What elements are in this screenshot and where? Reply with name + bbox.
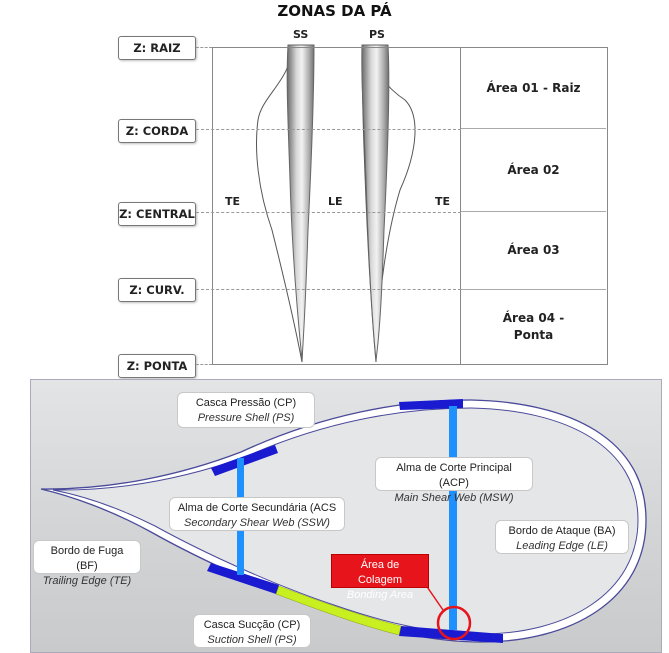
- area-01-cell: Área 01 - Raiz: [461, 48, 606, 129]
- secondary-shear-web-subtitle: Secondary Shear Web (SSW): [184, 517, 330, 529]
- bonding-area-title: Área de Colagem: [357, 559, 403, 586]
- zone-corda-line: [196, 129, 461, 130]
- leading-edge-callout: Bordo de Ataque (BA) Leading Edge (LE): [495, 520, 629, 554]
- bonding-area-circle: [436, 605, 472, 641]
- bonding-area-subtitle: Bonding Area: [346, 589, 414, 601]
- upper-aft-spar-cap: [211, 445, 278, 476]
- area-02-label: Área 02: [507, 162, 560, 177]
- area-04-label-line2: Ponta: [513, 328, 554, 342]
- area-03-label: Área 03: [507, 243, 560, 257]
- zone-raiz-line: [196, 47, 212, 48]
- zone-central-line: [196, 212, 461, 213]
- le-label: LE: [328, 195, 343, 208]
- trailing-edge-subtitle: Trailing Edge (TE): [42, 575, 132, 587]
- zone-ponta-line: [196, 364, 212, 365]
- frame-divider: [460, 48, 461, 364]
- main-shear-web: [449, 406, 457, 630]
- secondary-shear-web-title: Alma de Corte Secundária (ACS: [177, 502, 337, 514]
- zone-curv-label: Z: CURV.: [118, 278, 196, 302]
- area-02-cell: Área 02: [461, 129, 606, 212]
- zone-raiz-label: Z: RAIZ: [118, 36, 196, 60]
- secondary-shear-web-callout: Alma de Corte Secundária (ACS Secondary …: [169, 497, 345, 531]
- ss-blade-body: [286, 44, 315, 361]
- leading-edge-title: Bordo de Ataque (BA): [508, 525, 616, 537]
- zone-central-label: Z: CENTRAL: [118, 202, 196, 226]
- lower-aft-spar-cap: [207, 563, 279, 594]
- te-left-label: TE: [225, 195, 241, 208]
- bonding-area-callout: Área de Colagem Bonding Area: [331, 554, 429, 601]
- area-04-cell: Área 04 - Ponta: [461, 290, 606, 364]
- pressure-shell-callout: Casca Pressão (CP) Pressure Shell (PS): [177, 392, 315, 428]
- bond-line: [275, 585, 402, 636]
- zone-curv-line: [196, 289, 461, 290]
- main-shear-web-subtitle: Main Shear Web (MSW): [394, 492, 514, 504]
- ps-blade-body: [361, 44, 390, 361]
- suction-shell-title: Casca Sucção (CP): [203, 619, 301, 631]
- pressure-shell-subtitle: Pressure Shell (PS): [197, 412, 295, 424]
- lower-main-spar-cap: [399, 626, 503, 643]
- main-shear-web-callout: Alma de Corte Principal (ACP) Main Shear…: [375, 457, 533, 504]
- airfoil-drawing: [40, 399, 647, 643]
- trailing-edge-callout: Bordo de Fuga (BF) Trailing Edge (TE): [33, 540, 141, 587]
- ps-label: PS: [369, 28, 385, 41]
- ss-label: SS: [293, 28, 309, 41]
- suction-shell-subtitle: Suction Shell (PS): [207, 634, 297, 646]
- zones-frame: [212, 47, 608, 365]
- page-title: ZONAS DA PÁ: [277, 2, 392, 20]
- zone-ponta-label: Z: PONTA: [118, 354, 196, 378]
- area-03-cell: Área 03: [461, 212, 606, 290]
- blade-drawings: [256, 44, 416, 363]
- upper-main-spar-cap: [399, 399, 463, 410]
- te-right-label: TE: [435, 195, 451, 208]
- zone-corda-label: Z: CORDA: [118, 119, 196, 143]
- suction-shell-callout: Casca Sucção (CP) Suction Shell (PS): [193, 614, 311, 648]
- area-01-label: Área 01 - Raiz: [486, 80, 581, 95]
- cross-section-panel: Casca Pressão (CP) Pressure Shell (PS) A…: [30, 379, 662, 653]
- blade-zones-diagram: SS PS TE LE TE Área 01 - Raiz Área 02 Ár…: [118, 28, 608, 378]
- area-04-label-line1: Área 04 -: [502, 311, 565, 325]
- leading-edge-subtitle: Leading Edge (LE): [516, 540, 608, 552]
- main-shear-web-title: Alma de Corte Principal (ACP): [396, 462, 512, 489]
- pressure-shell-title: Casca Pressão (CP): [195, 397, 297, 409]
- trailing-edge-title: Bordo de Fuga (BF): [50, 545, 124, 572]
